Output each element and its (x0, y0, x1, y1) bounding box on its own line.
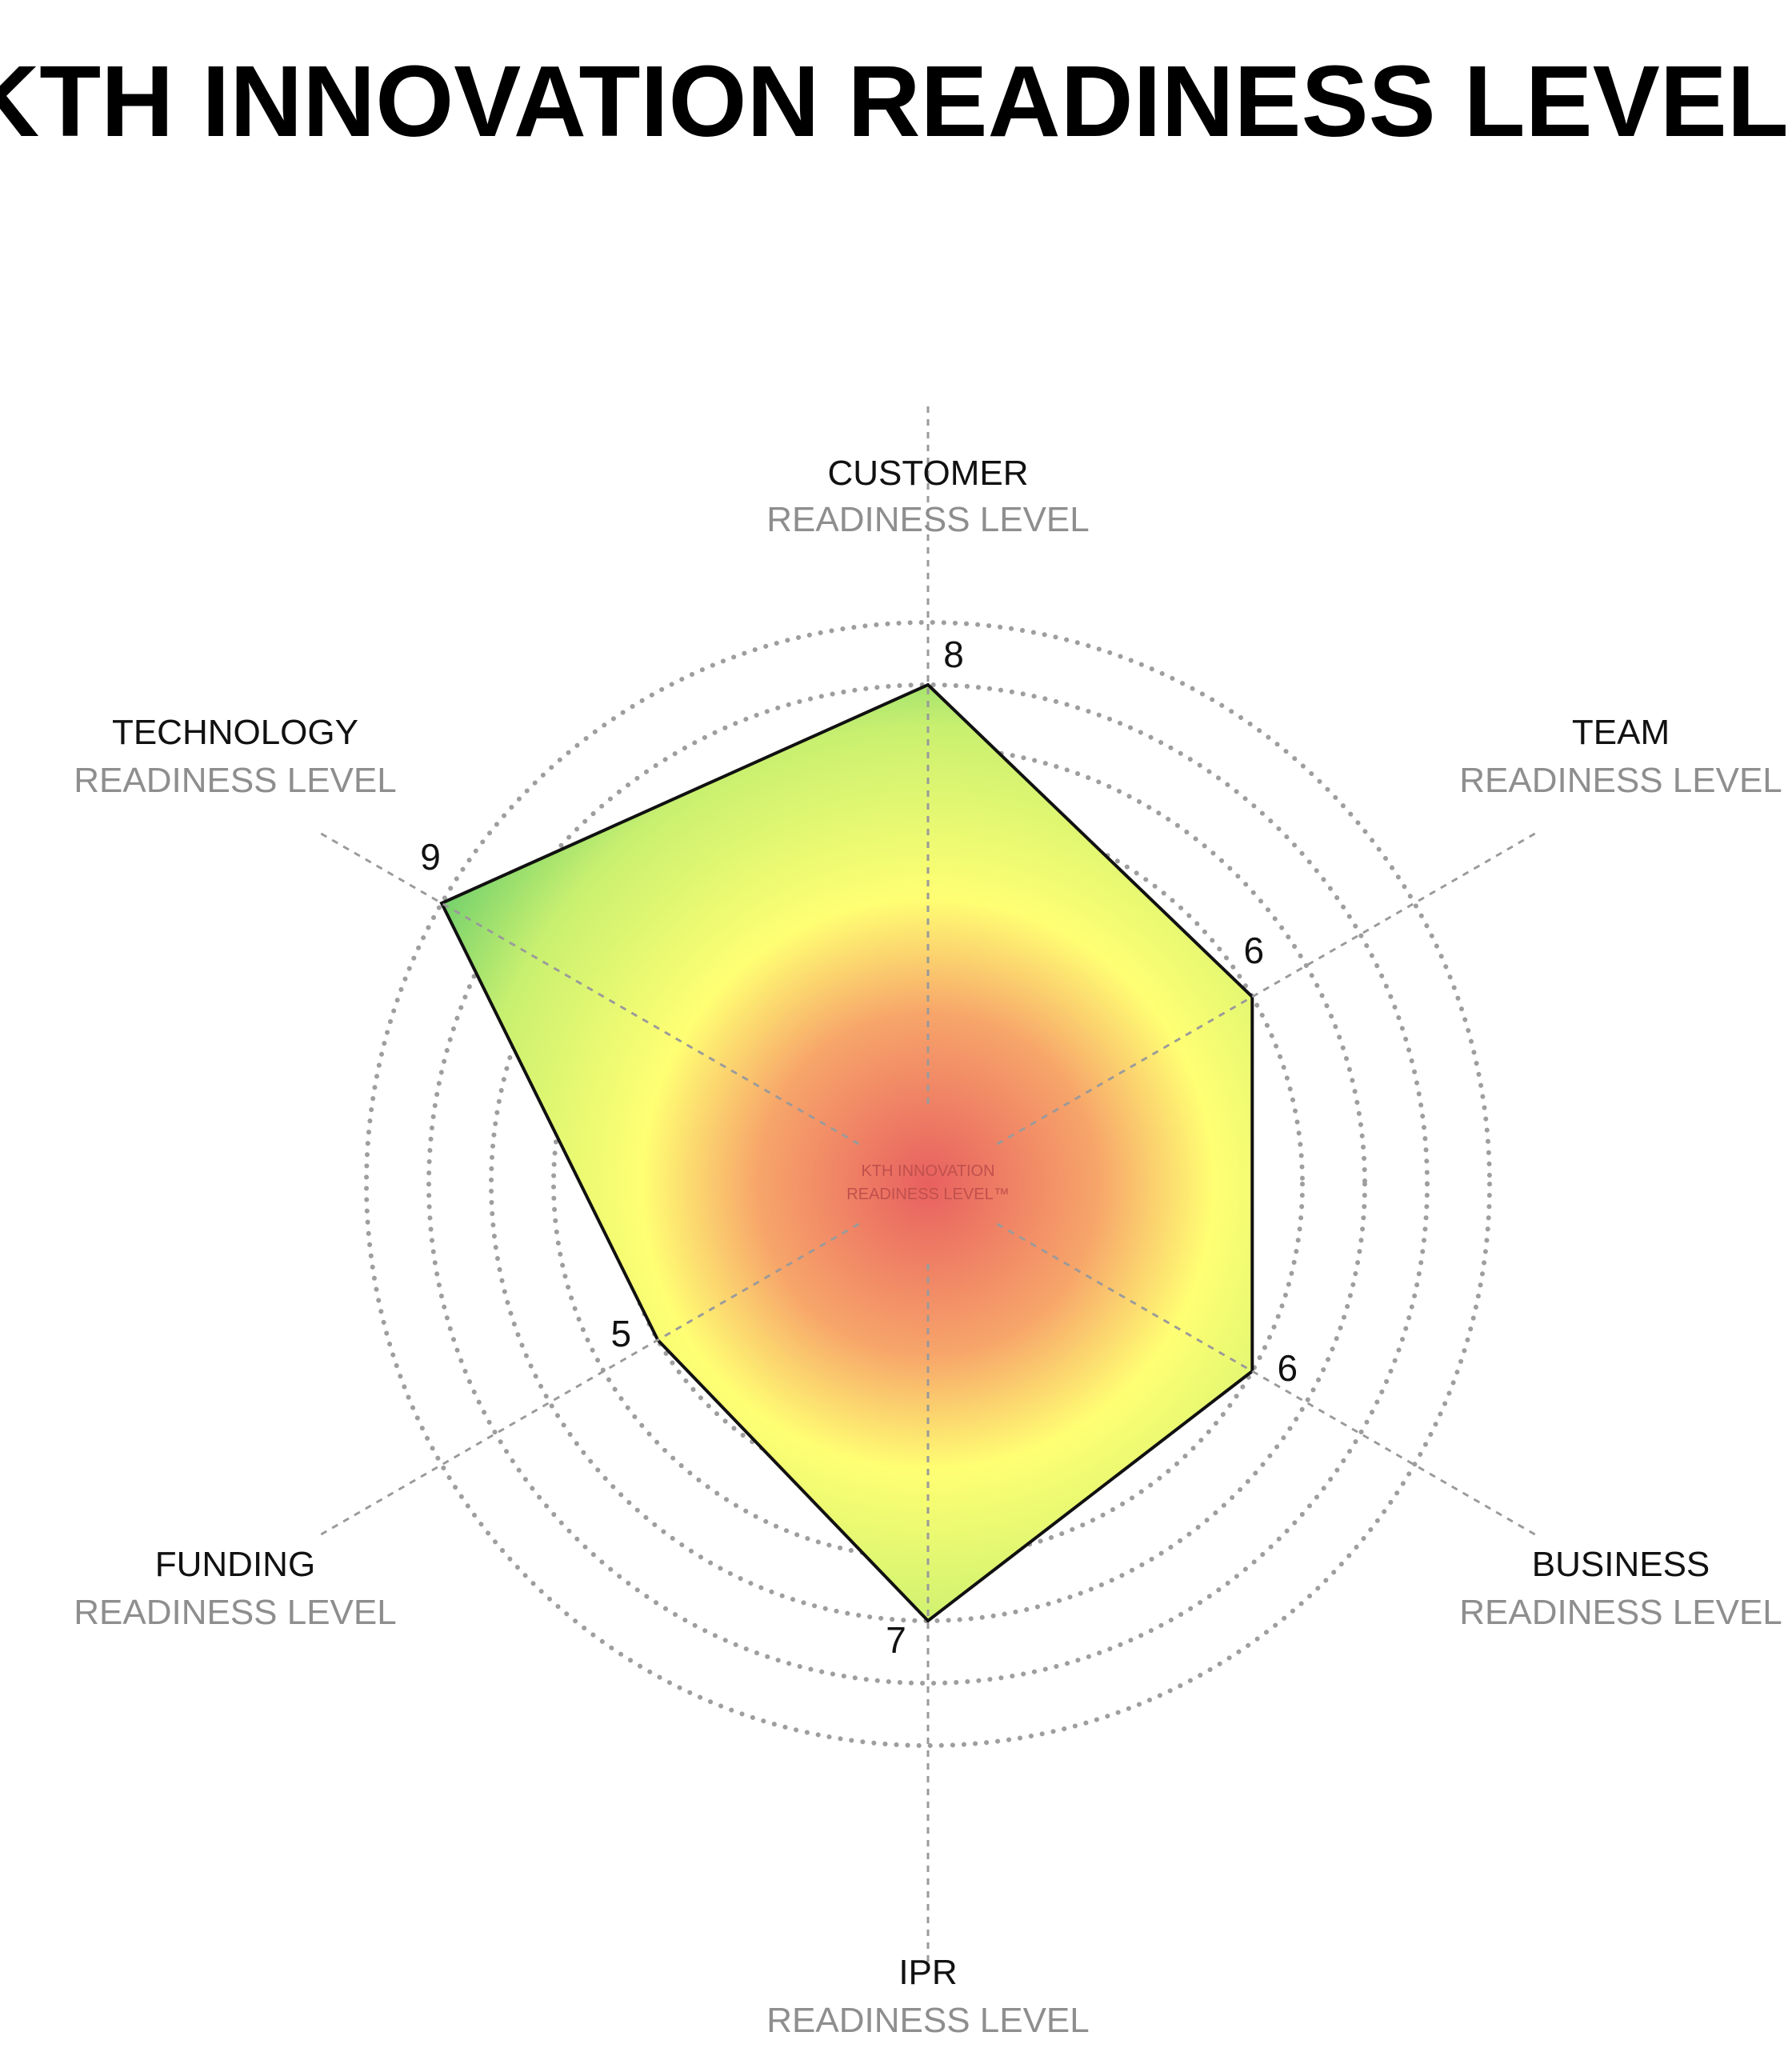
axis-label-team: TEAM (1572, 713, 1670, 752)
axis-spoke-business (996, 1222, 1538, 1538)
axis-sublabel-business: READINESS LEVEL (1459, 1593, 1782, 1632)
value-label-team: 6 (1244, 930, 1265, 971)
data-area (439, 682, 1254, 1623)
axis-labels: CUSTOMER READINESS LEVEL TEAM READINESS LEV… (74, 454, 1782, 2040)
axis-sublabel-technology: READINESS LEVEL (74, 761, 397, 800)
axis-spoke-technology (318, 830, 860, 1146)
axis-spokes (318, 400, 1538, 1968)
axis-spoke-team (996, 830, 1538, 1146)
axis-sublabel-team: READINESS LEVEL (1459, 761, 1782, 800)
axis-label-technology: TECHNOLOGY (112, 713, 358, 752)
center-label-line2: READINESS LEVEL™ (846, 1186, 1009, 1203)
grid-ring-9 (364, 620, 1492, 1748)
axis-label-ipr: IPR (898, 1953, 957, 1992)
value-label-ipr: 7 (886, 1619, 906, 1661)
value-label-customer: 8 (943, 634, 964, 675)
center-label: KTH INNOVATION READINESS LEVEL™ (846, 1162, 1009, 1203)
value-label-funding: 5 (610, 1313, 631, 1354)
axis-sublabel-ipr: READINESS LEVEL (766, 2001, 1090, 2040)
value-label-technology: 9 (420, 836, 441, 878)
value-label-business: 6 (1278, 1347, 1298, 1389)
axis-label-customer: CUSTOMER (828, 454, 1029, 493)
axis-label-business: BUSINESS (1532, 1545, 1710, 1584)
chart-title: KTH INNOVATION READINESS LEVEL™ (0, 45, 1792, 158)
axis-label-funding: FUNDING (155, 1545, 315, 1584)
readiness-polygon (439, 682, 1254, 1623)
axis-spoke-funding (318, 1222, 860, 1538)
axis-sublabel-funding: READINESS LEVEL (74, 1593, 397, 1632)
value-labels: 8 6 6 7 5 9 (420, 634, 1298, 1661)
center-label-line1: KTH INNOVATION (861, 1162, 994, 1180)
axis-sublabel-customer: READINESS LEVEL (766, 500, 1090, 539)
grid-ring-8 (426, 682, 1430, 1686)
